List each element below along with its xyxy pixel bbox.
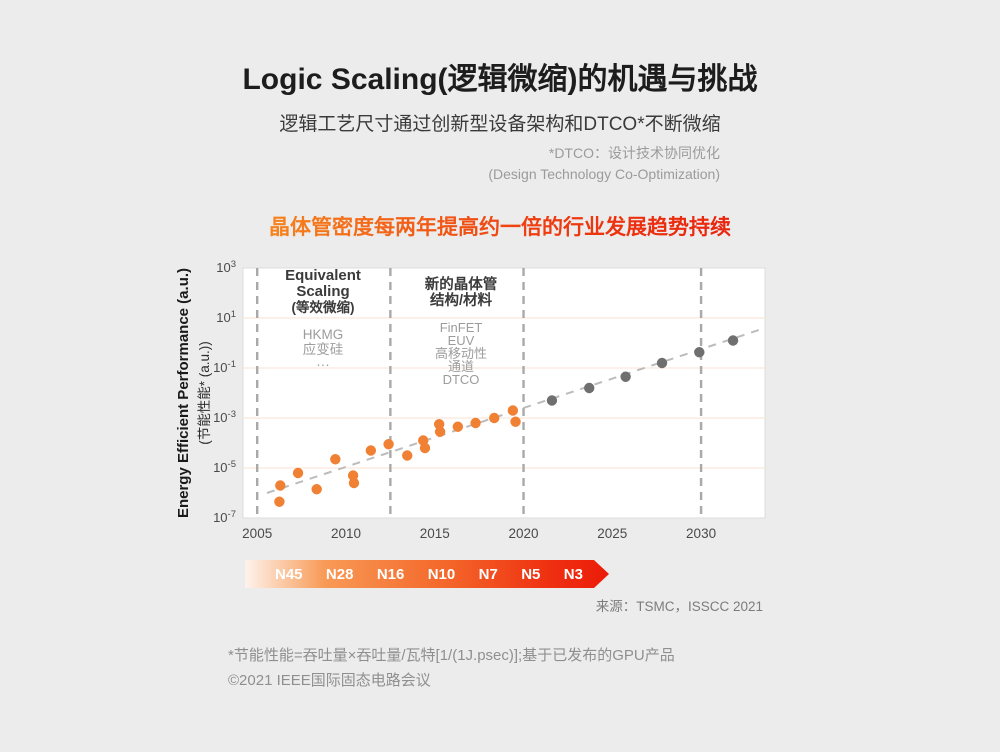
y-tick-label: 10-1 <box>213 359 236 375</box>
data-point-projected <box>656 357 668 369</box>
data-point-projected <box>620 371 631 382</box>
data-point-published-gpu <box>383 439 394 450</box>
data-point-published-gpu <box>510 416 521 427</box>
data-point-published-gpu <box>434 426 446 437</box>
y-tick-label: 10-5 <box>213 459 236 475</box>
y-tick-label: 10-7 <box>213 509 236 525</box>
x-tick-label: 2015 <box>420 526 450 541</box>
node-label-n3: N3 <box>563 565 583 583</box>
page-subtitle: 逻辑工艺尺寸通过创新型设备架构和DTCO*不断微缩 <box>279 114 721 135</box>
node-label-n28: N28 <box>325 565 354 583</box>
footnote-energy-metric: *节能性能=吞吐量×吞吐量/瓦特[1/(1J.psec)];基于已发布的GPU产… <box>228 647 675 664</box>
data-point-published-gpu <box>452 421 464 432</box>
plot-area <box>242 267 766 519</box>
data-point-projected <box>546 395 558 406</box>
data-point-published-gpu <box>275 480 286 491</box>
node-label-n5: N5 <box>521 565 541 583</box>
node-label-n10: N10 <box>427 565 456 583</box>
node-label-n7: N7 <box>478 565 498 583</box>
node-label-n16: N16 <box>376 565 405 583</box>
dtco-footnote-line1: *DTCO：设计技术协同优化 <box>548 145 720 161</box>
data-point-published-gpu <box>292 467 304 479</box>
dtco-footnote-line2: (Design Technology Co-Optimization) <box>488 166 720 182</box>
data-point-published-gpu <box>402 450 413 461</box>
dtco-footnote: *DTCO：设计技术协同优化 (Design Technology Co-Opt… <box>488 143 720 185</box>
data-point-published-gpu <box>470 417 481 429</box>
data-point-published-gpu <box>274 496 285 507</box>
process-node-arrow: N45 N28 N16 N10 N7 N5 N3 <box>245 560 609 588</box>
source-note: 来源：TSMC，ISSCC 2021 <box>595 599 763 614</box>
data-point-published-gpu <box>311 484 322 495</box>
y-tick-label: 103 <box>216 259 236 275</box>
x-tick-label: 2020 <box>509 526 539 541</box>
trend-headline-text: 晶体管密度每两年提高约一倍的行业发展趋势持续 <box>269 216 731 239</box>
x-tick-label: 2005 <box>242 526 272 541</box>
footnote-copyright: ©2021 IEEE国际固态电路会议 <box>228 672 431 689</box>
data-point-published-gpu <box>489 412 500 424</box>
scaling-chart-svg: 2005 2010 2015 2020 2025 2030 103 101 10-1 10-3 10… <box>213 259 766 541</box>
page-title: Logic Scaling(逻辑微缩)的机遇与挑战 <box>242 63 758 96</box>
data-point-projected <box>694 347 705 358</box>
data-point-published-gpu <box>330 454 341 465</box>
data-point-published-gpu <box>365 445 377 456</box>
x-tick-label: 2010 <box>331 526 361 541</box>
data-point-projected <box>727 335 739 346</box>
data-point-published-gpu <box>419 442 431 454</box>
data-point-published-gpu <box>348 477 360 489</box>
node-label-n45: N45 <box>275 565 303 583</box>
trend-headline: 晶体管密度每两年提高约一倍的行业发展趋势持续 <box>0 211 1000 241</box>
data-point-projected <box>584 382 595 394</box>
x-tick-label: 2025 <box>597 526 627 541</box>
y-tick-label: 10-3 <box>213 409 236 425</box>
data-point-published-gpu <box>507 405 519 416</box>
y-tick-label: 101 <box>216 309 236 325</box>
x-tick-label: 2030 <box>686 526 716 541</box>
